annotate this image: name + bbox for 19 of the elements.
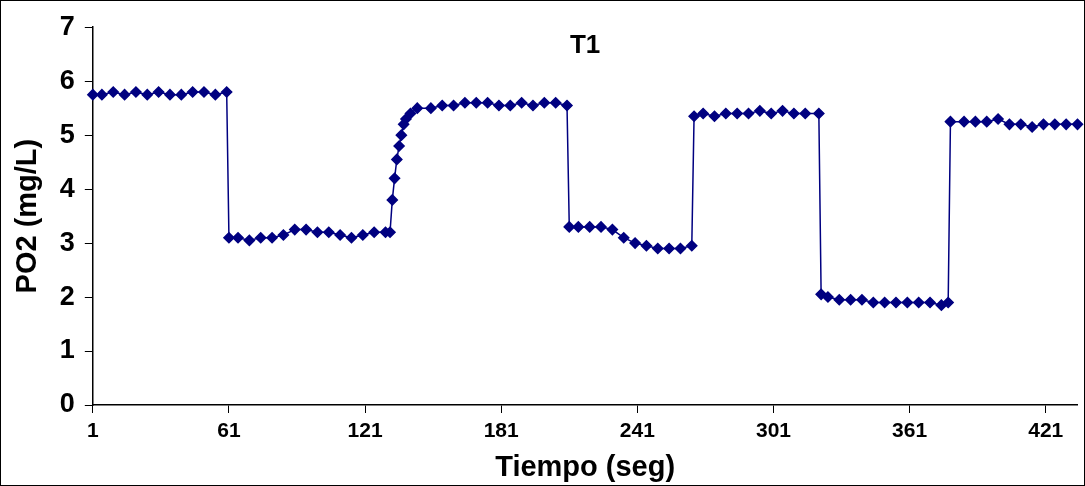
y-tick-label: 3: [59, 226, 75, 257]
y-tick-label: 0: [59, 388, 75, 419]
x-axis-title: Tiempo (seg): [495, 449, 676, 482]
x-tick-label: 121: [347, 418, 383, 442]
y-tick-label: 5: [59, 118, 75, 149]
x-tick-label: 421: [1028, 418, 1064, 442]
x-tick-label: 61: [217, 418, 241, 442]
x-tick-label: 361: [892, 418, 928, 442]
y-tick-label: 6: [59, 64, 75, 95]
y-tick-label: 4: [59, 172, 75, 203]
chart-title: T1: [569, 29, 601, 60]
y-tick-label: 7: [59, 10, 75, 41]
x-tick-label: 241: [619, 418, 656, 442]
y-tick-label: 2: [59, 280, 75, 311]
x-tick-label: 301: [755, 418, 792, 442]
y-axis-title: PO2 (mg/L): [10, 138, 43, 294]
y-tick-label: 1: [59, 334, 75, 365]
x-tick-label: 181: [483, 418, 520, 442]
x-tick-label: 1: [86, 418, 99, 442]
